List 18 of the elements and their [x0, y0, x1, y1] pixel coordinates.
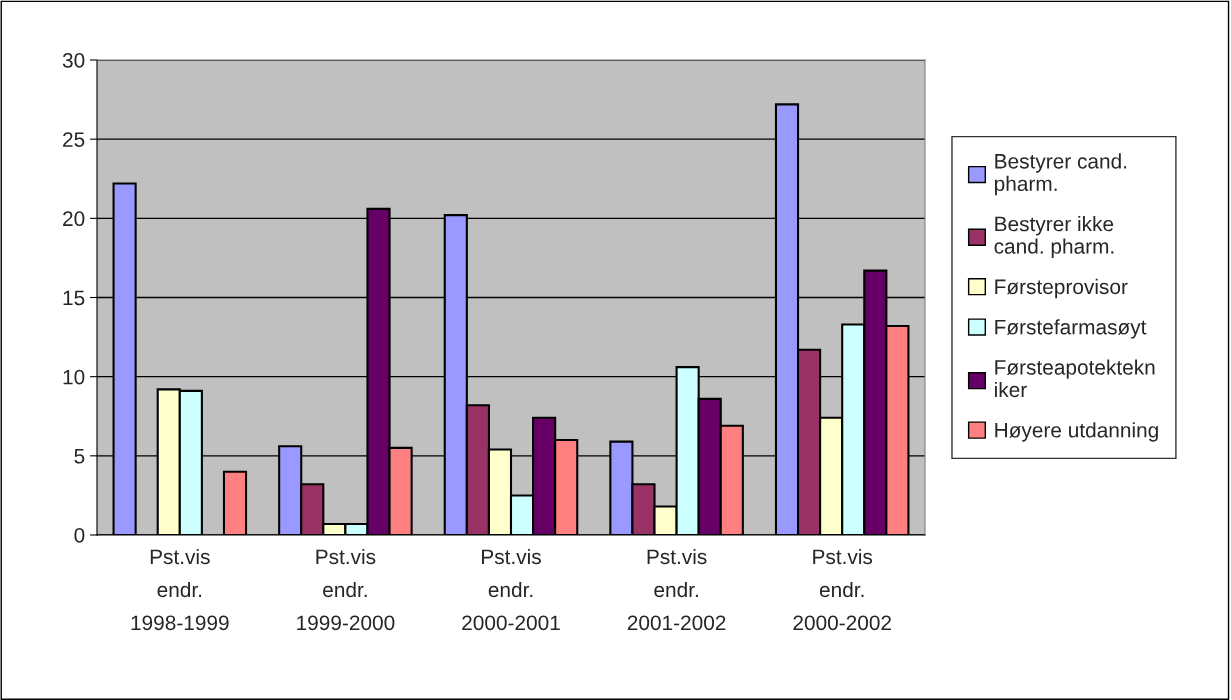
x-tick-label: Pst.vis endr. 2000-2002: [793, 548, 891, 631]
y-tick-label: 5: [74, 449, 85, 464]
y-tick-label: 0: [74, 528, 85, 543]
y-tick-label: 15: [63, 290, 85, 306]
x-tick-label: Pst.vis endr. 2001-2002: [627, 548, 726, 631]
legend-label: Bestyrer ikke cand. pharm.: [994, 216, 1114, 258]
legend-label: Høyere utdanning: [995, 422, 1158, 442]
y-tick-label: 20: [63, 211, 85, 227]
y-tick-label: 25: [63, 132, 85, 147]
y-tick-label: 10: [63, 369, 85, 385]
x-tick-label: Pst.vis endr. 1999-2000: [297, 548, 395, 631]
legend-label: Bestyrer cand. pharm.: [994, 153, 1127, 196]
y-tick-label: 30: [62, 53, 85, 68]
legend-label: Førsteapotektekn iker: [995, 359, 1155, 398]
x-tick-label: Pst.vis endr. 2000-2001: [462, 548, 560, 631]
x-tick-label: Pst.vis endr. 1998-1999: [131, 548, 229, 631]
legend-label: Førstefarmasøyt: [995, 319, 1147, 339]
legend-label: Førsteprovisor: [995, 278, 1128, 299]
